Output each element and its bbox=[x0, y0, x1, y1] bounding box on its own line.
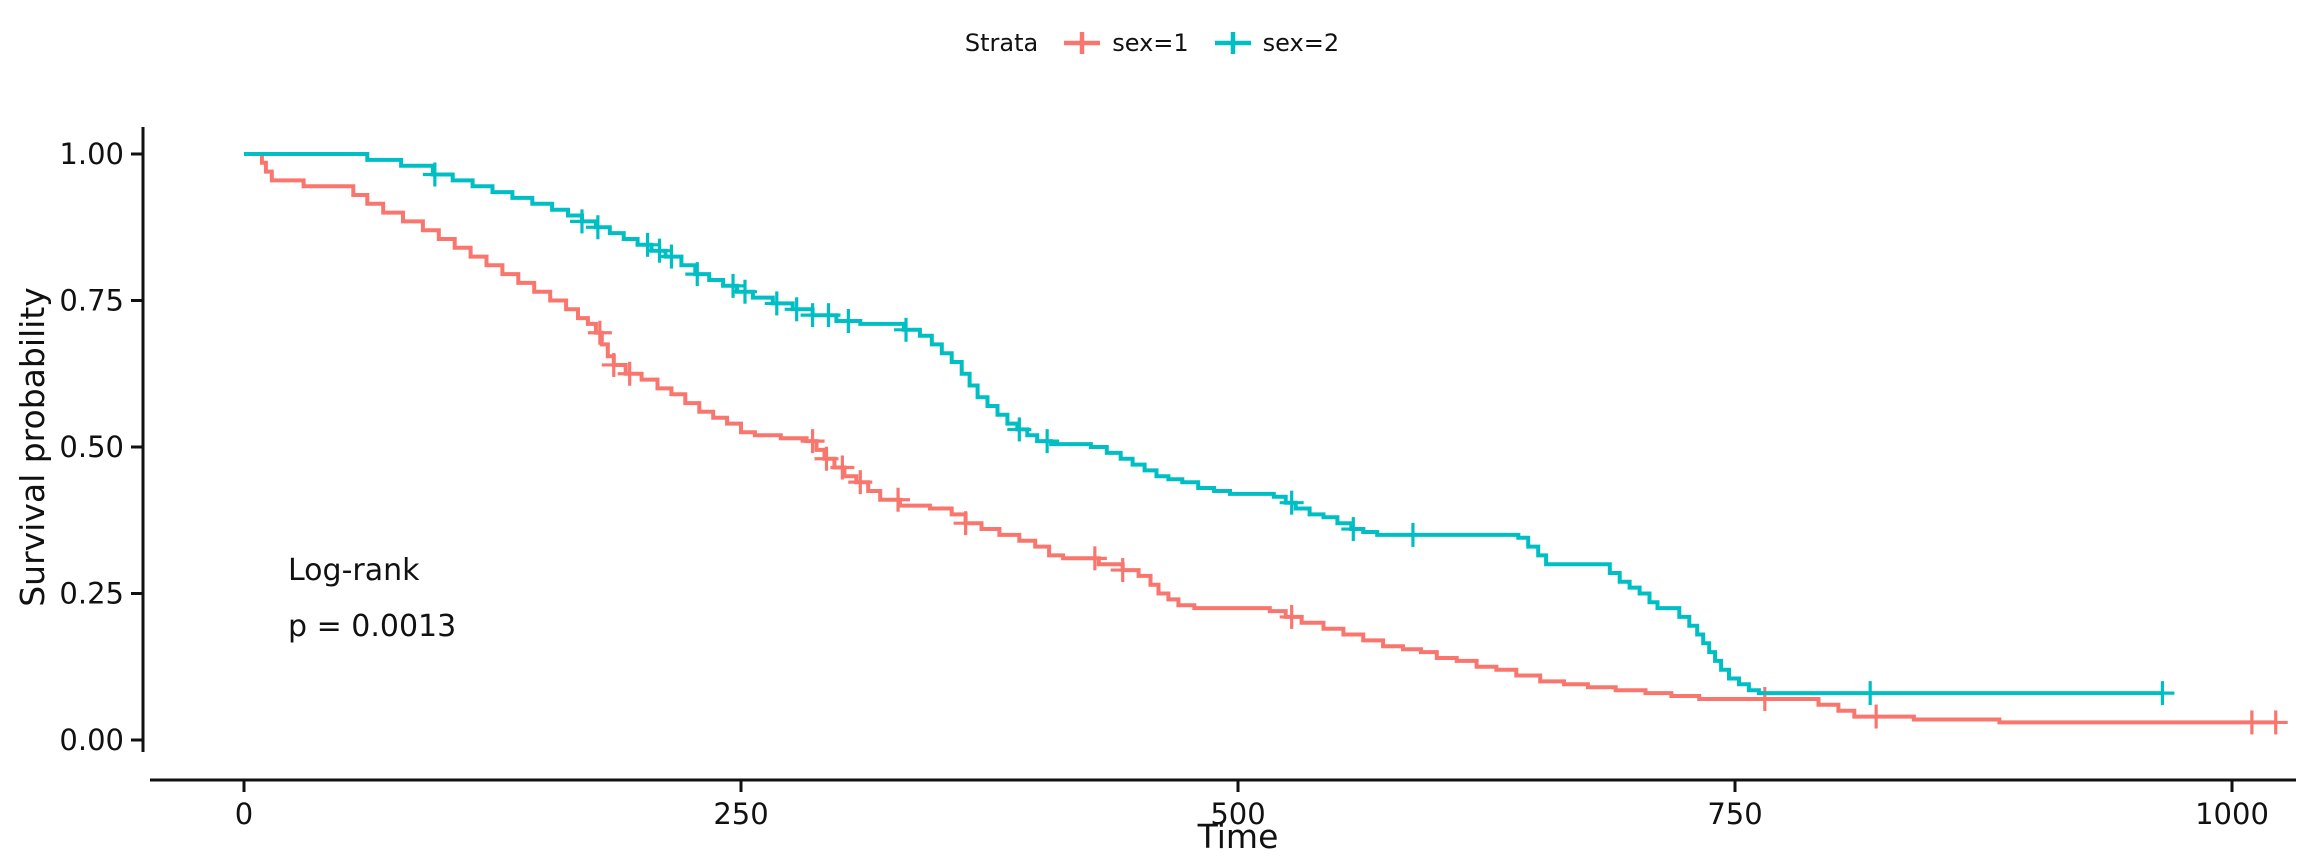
y-axis-title: Survival probability bbox=[13, 287, 52, 607]
legend-item-sex2: sex=2 bbox=[1211, 28, 1339, 58]
survival-curves bbox=[244, 152, 2288, 735]
censor-mark bbox=[836, 309, 861, 334]
censor-mark bbox=[848, 470, 873, 495]
censor-mark bbox=[601, 352, 626, 377]
censor-mark bbox=[1035, 429, 1060, 454]
y-tick-label: 0.75 bbox=[59, 284, 124, 318]
survival-curve-sex2 bbox=[244, 152, 2163, 696]
censor-mark bbox=[816, 303, 841, 328]
censor-mark bbox=[585, 215, 610, 240]
survival-curve-sex1 bbox=[244, 152, 2276, 725]
x-tick-label: 0 bbox=[235, 797, 253, 831]
censor-mark bbox=[732, 279, 757, 304]
censor-mark bbox=[830, 455, 855, 480]
censor-mark bbox=[1279, 490, 1304, 515]
censor-mark bbox=[635, 232, 660, 257]
censor-mark bbox=[784, 297, 809, 322]
x-tick-label: 750 bbox=[1707, 797, 1762, 831]
y-tick-label: 0.00 bbox=[59, 723, 124, 757]
censor-mark bbox=[2150, 681, 2175, 706]
p-value-label: p = 0.0013 bbox=[288, 609, 456, 644]
logrank-test-label: Log-rank bbox=[288, 553, 420, 588]
axes: 0.00 0.25 0.50 0.75 1.00 0 250 500 750 1000 bbox=[59, 127, 2296, 831]
x-tick-label: 1000 bbox=[2195, 797, 2269, 831]
censor-mark bbox=[1752, 686, 1777, 711]
censor-plus-icon bbox=[1064, 32, 1101, 54]
legend-item-label: sex=1 bbox=[1112, 29, 1189, 57]
censor-mark bbox=[814, 446, 839, 471]
censor-mark bbox=[721, 273, 746, 298]
censor-mark bbox=[894, 317, 919, 342]
censor-mark bbox=[1864, 704, 1889, 729]
censor-mark bbox=[953, 511, 978, 536]
censor-mark bbox=[1279, 604, 1304, 629]
censor-mark bbox=[659, 244, 684, 269]
censor-mark bbox=[422, 162, 447, 187]
censor-mark bbox=[764, 291, 789, 316]
censor-mark bbox=[647, 238, 672, 263]
censor-mark bbox=[587, 320, 612, 345]
censor-mark bbox=[1082, 546, 1107, 571]
censor-mark bbox=[685, 262, 710, 287]
censor-mark bbox=[886, 487, 911, 512]
censor-mark bbox=[617, 361, 642, 386]
legend-item-sex1: sex=1 bbox=[1060, 28, 1189, 58]
censor-mark bbox=[2263, 710, 2288, 735]
x-tick-label: 500 bbox=[1210, 797, 1265, 831]
censor-plus-icon bbox=[1214, 32, 1251, 54]
y-tick-label: 0.50 bbox=[59, 430, 124, 464]
censor-mark bbox=[1007, 417, 1032, 442]
y-tick-label: 1.00 bbox=[59, 137, 124, 171]
y-tick-label: 0.25 bbox=[59, 577, 124, 611]
censor-mark bbox=[1400, 522, 1425, 547]
legend-item-label: sex=2 bbox=[1262, 29, 1340, 57]
censor-mark bbox=[2239, 710, 2264, 735]
censor-mark bbox=[1858, 681, 1883, 706]
censor-mark bbox=[1110, 558, 1135, 583]
censor-mark bbox=[1341, 517, 1366, 542]
legend: Strata sex=1 sex=2 bbox=[0, 28, 2304, 58]
censor-mark bbox=[569, 209, 594, 234]
censor-mark bbox=[800, 429, 825, 454]
legend-title: Strata bbox=[964, 29, 1039, 57]
x-tick-label: 250 bbox=[713, 797, 768, 831]
x-axis-title: Time bbox=[1197, 817, 1279, 856]
